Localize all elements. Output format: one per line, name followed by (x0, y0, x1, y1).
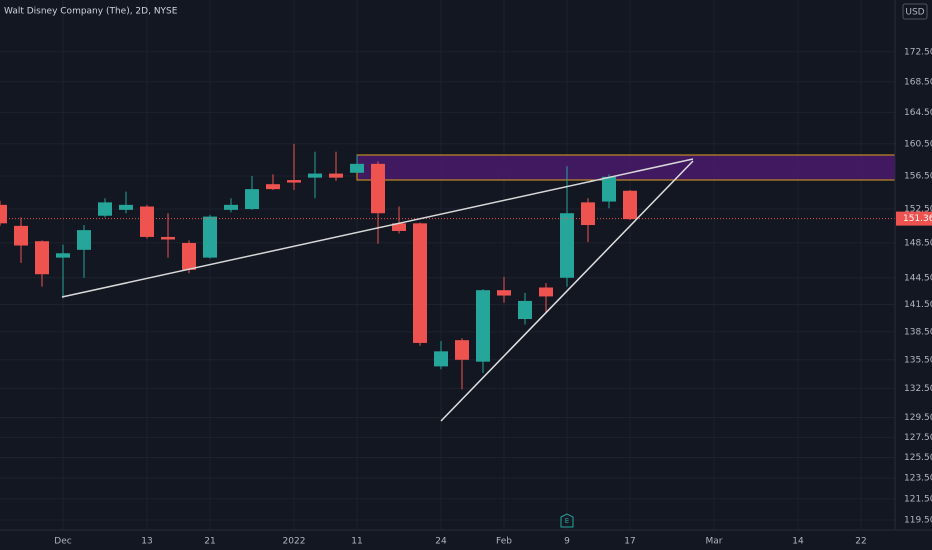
candle-body (245, 189, 259, 210)
candle-body (602, 176, 616, 202)
candle-body (413, 223, 427, 343)
candle-body (350, 163, 364, 173)
candle-body (539, 287, 553, 297)
candle-body (203, 216, 217, 258)
y-tick-label: 141.50 (904, 300, 932, 310)
candle-body (560, 213, 574, 278)
x-tick-label: 14 (792, 537, 804, 547)
y-tick-label: 160.50 (904, 139, 932, 149)
x-tick-label: 22 (855, 537, 866, 547)
y-tick-label: 121.50 (904, 494, 932, 504)
candle-body (434, 351, 448, 367)
candle-body (476, 290, 490, 362)
candle-body (308, 173, 322, 178)
x-tick-label: 13 (141, 537, 152, 547)
y-tick-label: 132.50 (904, 384, 932, 394)
candle-body (581, 202, 595, 226)
y-tick-label: 123.50 (904, 474, 932, 484)
earnings-icon: E (560, 513, 574, 528)
candle-body (119, 204, 133, 210)
x-tick-label: Mar (706, 537, 723, 547)
x-tick-label: 2022 (283, 537, 306, 547)
trend-line (61, 158, 694, 298)
candle-body (161, 236, 175, 240)
x-tick-label: Feb (496, 537, 512, 547)
y-tick-label: 172.50 (904, 47, 932, 57)
x-tick-label: Dec (54, 537, 71, 547)
candle-body (0, 204, 7, 224)
candles (0, 143, 895, 390)
y-tick-label: 148.50 (904, 238, 932, 248)
y-tick-label: 119.50 (904, 516, 932, 526)
candle-body (623, 190, 637, 220)
y-tick-label: 152.50 (904, 205, 932, 215)
y-tick-label: 127.50 (904, 433, 932, 443)
y-tick-label: 125.50 (904, 453, 932, 463)
x-tick-label: 9 (564, 537, 570, 547)
candle-body (98, 202, 112, 216)
last-price-badge (896, 211, 932, 226)
y-tick-label: 138.50 (904, 327, 932, 337)
y-tick-label: 144.50 (904, 273, 932, 283)
y-tick-label: 156.50 (904, 172, 932, 182)
x-tick-label: 17 (624, 537, 635, 547)
candle-body (497, 290, 511, 296)
axes: 172.50 168.50 164.50 160.50 156.50 152.50 148.… (54, 47, 932, 547)
candle-body (140, 206, 154, 237)
candle-body (287, 180, 301, 183)
candle-body (266, 184, 280, 190)
candle-body (329, 173, 343, 178)
candle-body (455, 340, 469, 360)
candle-body (14, 225, 28, 246)
y-tick-label: 164.50 (904, 108, 932, 118)
currency-label[interactable]: USD (905, 8, 924, 18)
chart-title: Walt Disney Company (The), 2D, NYSE (4, 7, 178, 17)
x-tick-label: 21 (204, 537, 215, 547)
x-tick-label: 11 (351, 537, 362, 547)
candle-body (392, 223, 406, 231)
y-tick-label: 129.50 (904, 413, 932, 423)
candle-body (182, 242, 196, 270)
candle-body (371, 163, 385, 214)
y-tick-label: 168.50 (904, 77, 932, 87)
supply-zone (356, 154, 896, 181)
trend-line (440, 160, 694, 422)
last-price-label: 151.36 (903, 214, 932, 224)
candle-body (35, 241, 49, 275)
candle-body (77, 230, 91, 250)
svg-text:E: E (565, 517, 569, 525)
candle-body (224, 204, 238, 210)
y-tick-label: 135.50 (904, 355, 932, 365)
x-tick-label: 24 (435, 537, 447, 547)
candle-body (518, 300, 532, 320)
currency-box[interactable] (902, 3, 928, 20)
candle-body (56, 253, 70, 258)
